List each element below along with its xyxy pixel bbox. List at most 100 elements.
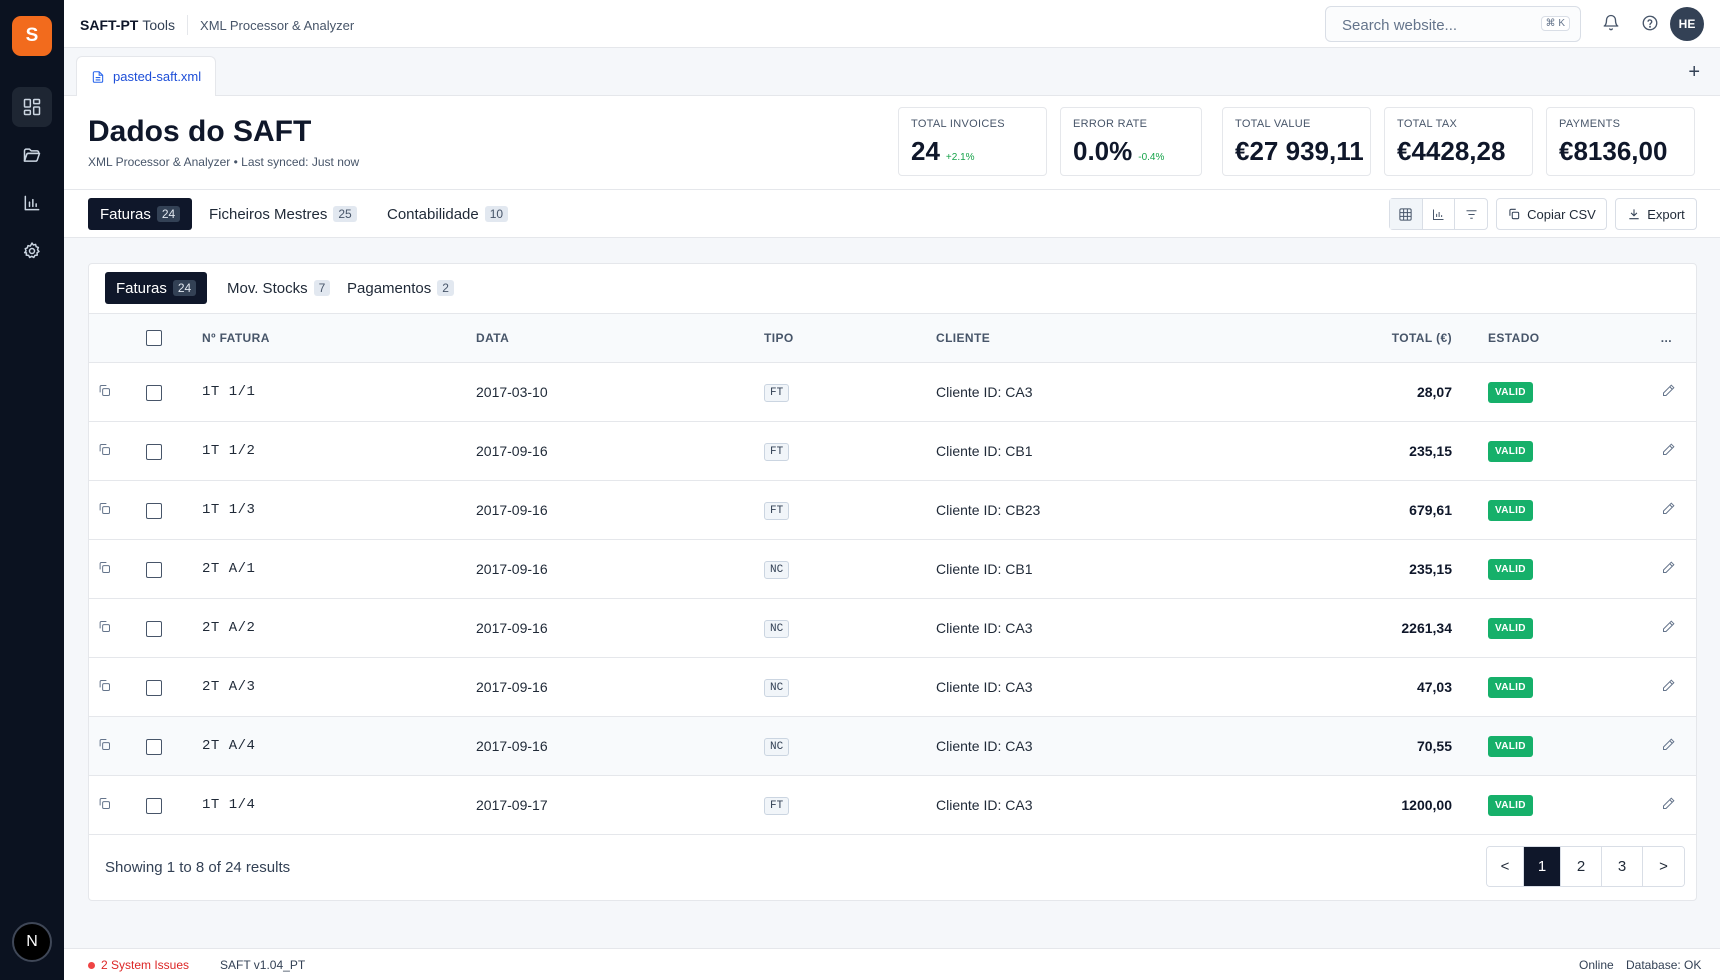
invoice-number: 1T 1/2	[202, 443, 256, 459]
next-page-button[interactable]: >	[1643, 847, 1684, 886]
copy-row-button[interactable]	[97, 798, 112, 814]
copy-row-cell	[89, 481, 146, 540]
next-badge[interactable]: N	[12, 922, 52, 962]
header-client[interactable]: CLIENTE	[936, 331, 991, 345]
tab-contabilidade[interactable]: Contabilidade 10	[375, 198, 520, 230]
file-tab[interactable]: pasted-saft.xml	[76, 56, 217, 97]
row-checkbox[interactable]	[146, 679, 162, 696]
system-issues[interactable]: 2 System Issues	[88, 958, 189, 972]
gear-icon	[23, 242, 40, 259]
type-cell: NC	[764, 599, 936, 658]
kpi-label: ERROR RATE	[1073, 118, 1148, 130]
invoice-date: 2017-09-16	[476, 443, 548, 459]
row-checkbox[interactable]	[146, 620, 162, 637]
add-tab-button[interactable]: +	[1688, 61, 1700, 83]
invoice-date: 2017-09-16	[476, 561, 548, 577]
user-avatar[interactable]: HE	[1670, 7, 1704, 41]
copy-row-button[interactable]	[97, 739, 112, 755]
select-all-checkbox[interactable]	[146, 330, 162, 346]
dashboard-nav-button[interactable]	[12, 87, 52, 127]
invoice-client: Cliente ID: CA3	[936, 384, 1033, 400]
subtab-mov-stocks[interactable]: Mov. Stocks 7	[216, 272, 341, 304]
copy-csv-button[interactable]: Copiar CSV	[1496, 198, 1607, 230]
header-total[interactable]: TOTAL (€)	[1391, 331, 1452, 345]
table-row[interactable]: 2T A/2 2017-09-16 NC Cliente ID: CA3 2261,34…	[89, 599, 1696, 658]
invoice-date: 2017-09-16	[476, 502, 548, 518]
edit-row-button[interactable]	[1661, 797, 1676, 814]
copy-icon	[99, 680, 110, 691]
copy-icon	[99, 621, 110, 632]
chart-view-button[interactable]	[1423, 199, 1456, 229]
row-checkbox[interactable]	[146, 443, 162, 460]
status-badge: VALID	[1488, 440, 1533, 462]
copy-row-button[interactable]	[97, 621, 112, 637]
tab-faturas[interactable]: Faturas 24	[88, 198, 193, 230]
row-checkbox[interactable]	[146, 738, 162, 755]
select-cell	[146, 422, 202, 481]
copy-row-button[interactable]	[97, 503, 112, 519]
settings-nav-button[interactable]	[12, 231, 52, 271]
select-cell	[146, 481, 202, 540]
page-button[interactable]: 3	[1602, 847, 1643, 886]
subtab-count-badge: 7	[313, 280, 331, 296]
kpi-value: €4428,28	[1397, 136, 1506, 166]
edit-row-button[interactable]	[1661, 561, 1676, 578]
file-tabs: pasted-saft.xml +	[64, 48, 1720, 97]
app-logo[interactable]: S	[12, 16, 52, 56]
invoice-total: 1200,00	[1401, 797, 1452, 813]
row-checkbox[interactable]	[146, 797, 162, 814]
table-row[interactable]: 2T A/1 2017-09-16 NC Cliente ID: CB1 235,15 V…	[89, 540, 1696, 599]
table-row[interactable]: 1T 1/1 2017-03-10 FT Cliente ID: CA3 28,07 VA…	[89, 363, 1696, 422]
prev-page-button[interactable]: <	[1487, 847, 1524, 886]
edit-row-button[interactable]	[1661, 620, 1676, 637]
select-cell	[146, 717, 202, 776]
bar-chart-icon	[1433, 209, 1444, 220]
header-status[interactable]: ESTADO	[1488, 331, 1540, 345]
subtab-faturas[interactable]: Faturas 24	[105, 272, 208, 304]
subtab-label: Pagamentos	[347, 279, 432, 297]
table-row[interactable]: 1T 1/4 2017-09-17 FT Cliente ID: CA3 1200,00…	[89, 776, 1696, 835]
edit-row-button[interactable]	[1661, 679, 1676, 696]
grid-icon	[1399, 207, 1412, 221]
invoice-client: Cliente ID: CB1	[936, 561, 1033, 577]
header-type[interactable]: TIPO	[764, 331, 794, 345]
table-row[interactable]: 2T A/3 2017-09-16 NC Cliente ID: CA3 47,03 VA…	[89, 658, 1696, 717]
kpi-label: TOTAL TAX	[1397, 118, 1458, 130]
subtab-pagamentos[interactable]: Pagamentos 2	[336, 272, 465, 304]
invoice-type-badge: NC	[764, 561, 790, 579]
filter-button[interactable]	[1455, 199, 1487, 229]
table-row[interactable]: 1T 1/3 2017-09-16 FT Cliente ID: CB23 679,61…	[89, 481, 1696, 540]
bar-chart-icon	[24, 195, 40, 211]
edit-row-button[interactable]	[1661, 443, 1676, 460]
copy-row-button[interactable]	[97, 680, 112, 696]
page-button[interactable]: 1	[1524, 847, 1561, 886]
row-checkbox[interactable]	[146, 561, 162, 578]
copy-row-button[interactable]	[97, 385, 112, 401]
edit-row-button[interactable]	[1661, 384, 1676, 401]
header-number[interactable]: Nº FATURA	[202, 331, 270, 345]
tab-ficheiros-mestres[interactable]: Ficheiros Mestres 25	[197, 198, 369, 230]
notifications-button[interactable]	[1602, 14, 1622, 34]
row-checkbox[interactable]	[146, 384, 162, 401]
tab-count-badge: 10	[484, 206, 509, 222]
analytics-nav-button[interactable]	[12, 183, 52, 223]
table-row[interactable]: 1T 1/2 2017-09-16 FT Cliente ID: CB1 235,15 V…	[89, 422, 1696, 481]
edit-row-button[interactable]	[1661, 502, 1676, 519]
files-nav-button[interactable]	[12, 135, 52, 175]
header-select-all	[146, 314, 202, 363]
copy-row-button[interactable]	[97, 444, 112, 460]
export-button[interactable]: Export	[1615, 198, 1697, 230]
table-row[interactable]: 2T A/4 2017-09-16 NC Cliente ID: CA3 70,55 VA…	[89, 716, 1696, 776]
edit-row-button[interactable]	[1661, 738, 1676, 755]
edit-cell	[1580, 717, 1696, 776]
search-input[interactable]: Search website... ⌘ K	[1325, 6, 1581, 42]
table-view-button[interactable]	[1390, 199, 1423, 229]
copy-row-button[interactable]	[97, 562, 112, 578]
row-checkbox[interactable]	[146, 502, 162, 519]
kpi-total-value: TOTAL VALUE €27 939,11	[1222, 107, 1371, 176]
header-date[interactable]: DATA	[476, 331, 510, 345]
subtab-count-badge: 2	[437, 280, 454, 296]
header-more[interactable]: ...	[1660, 331, 1672, 345]
help-button[interactable]	[1641, 14, 1661, 34]
page-button[interactable]: 2	[1561, 847, 1602, 886]
